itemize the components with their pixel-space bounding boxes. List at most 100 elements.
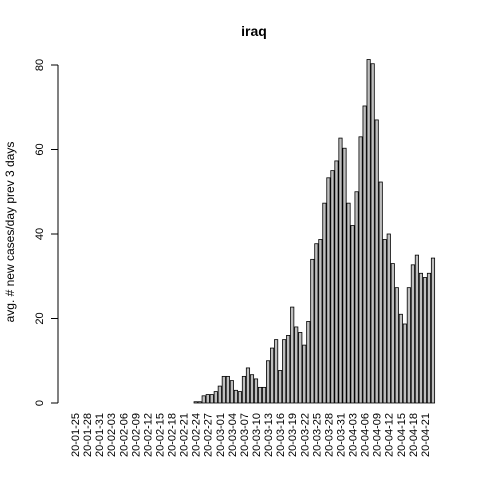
bar-20-03-14 [270,347,275,404]
x-tick-label: 20-02-24 [191,413,203,457]
bar-20-02-25 [197,401,202,404]
bar-20-04-16 [402,323,407,404]
x-tick-label: 20-01-25 [70,413,82,457]
bar-20-04-20 [418,272,423,404]
bar-20-04-23 [430,257,436,404]
x-tick-label: 20-03-10 [251,413,263,457]
y-tick-label: 0 [34,400,46,406]
bar-20-04-08 [370,63,375,404]
x-tick-label: 20-03-28 [323,413,335,457]
x-tick-label: 20-04-06 [360,413,372,457]
bar-20-03-15 [274,339,279,404]
y-tick-label: 20 [34,312,46,324]
bar-20-03-02 [221,375,226,404]
bar-20-04-12 [386,233,391,404]
bar-20-03-18 [286,334,291,404]
y-axis-label: avg. # new cases/day prev 3 days [3,142,17,323]
bar-20-03-20 [294,326,299,404]
x-tick-label: 20-04-12 [384,413,396,457]
bar-20-03-17 [282,339,287,404]
bar-20-04-01 [342,147,347,404]
bar-20-04-21 [422,277,427,404]
bar-20-03-06 [237,391,242,404]
bar-20-03-08 [245,367,251,404]
x-tick-label: 20-03-31 [335,413,347,457]
x-tick-label: 20-02-06 [118,413,130,457]
bar-20-04-10 [378,181,383,404]
bar-20-03-23 [306,321,311,404]
bar-20-03-13 [266,360,271,404]
bar-20-03-03 [225,375,230,404]
bar-20-02-27 [205,394,210,404]
x-tick-label: 20-03-19 [287,413,299,457]
x-tick-label: 20-04-03 [348,413,360,457]
x-tick-label: 20-02-12 [142,413,154,457]
bar-20-04-13 [390,263,395,404]
bar-20-04-06 [362,105,367,404]
x-tick-label: 20-04-18 [408,413,420,457]
x-tick-label: 20-04-15 [396,413,408,457]
bar-20-04-05 [358,136,363,404]
x-tick-label: 20-03-13 [263,413,275,457]
bar-20-03-04 [229,380,234,404]
bar-20-04-09 [374,119,379,404]
x-tick-label: 20-02-03 [106,413,118,457]
bar-20-04-19 [414,254,419,404]
x-tick-label: 20-03-22 [299,413,311,457]
x-tick-label: 20-04-21 [420,413,432,457]
bar-20-04-22 [426,272,432,404]
x-tick-label: 20-03-04 [227,413,239,457]
x-tick-label: 20-02-15 [154,413,166,457]
y-tick-label: 40 [34,228,46,240]
bar-20-04-02 [346,202,351,404]
y-axis: 0 20 40 60 80 [34,59,59,406]
x-tick-label: 20-03-07 [239,413,251,457]
bar-20-02-29 [213,391,218,404]
chart-title: iraq [241,23,267,39]
bar-20-03-25 [314,243,319,404]
x-tick-label: 20-03-16 [275,413,287,457]
x-tick-label: 20-02-21 [179,413,191,457]
bar-20-04-14 [394,287,399,404]
bar-20-03-10 [253,378,259,404]
bar-20-04-15 [398,313,403,404]
x-tick-label: 20-01-28 [82,413,94,457]
bar-20-03-30 [334,160,339,404]
bar-20-03-27 [322,202,327,404]
bar-20-02-28 [209,394,214,404]
x-tick-label: 20-02-27 [203,413,215,457]
x-tick-label: 20-03-01 [215,413,227,457]
bar-20-04-03 [350,225,355,404]
bar-20-03-29 [330,170,335,404]
y-tick-label: 80 [34,59,46,71]
bar-20-04-18 [410,264,415,404]
bars [193,59,436,404]
x-tick-label: 20-04-09 [372,413,384,457]
bar-20-03-19 [290,306,295,404]
bar-20-03-01 [217,385,222,404]
bar-20-03-09 [249,374,255,404]
bar-20-03-07 [241,375,247,404]
bar-20-02-26 [201,395,206,404]
bar-20-03-26 [318,239,323,404]
bar-20-04-07 [366,59,371,404]
bar-20-04-17 [406,287,411,404]
bar-20-04-11 [382,239,387,404]
x-axis: 20-01-25 20-01-28 20-01-31 20-02-03 20-02-06… [70,413,432,457]
x-tick-label: 20-02-18 [167,413,179,457]
bar-20-03-31 [338,137,343,404]
bar-20-03-21 [298,332,303,404]
y-tick-label: 60 [34,143,46,155]
bar-20-03-12 [262,386,267,404]
bar-20-03-24 [310,258,315,404]
bar-20-04-04 [354,191,359,404]
bar-20-03-05 [233,389,238,404]
x-tick-label: 20-03-25 [311,413,323,457]
bar-20-03-28 [326,177,331,404]
x-tick-label: 20-01-31 [94,413,106,457]
bar-20-03-22 [302,344,307,404]
bar-20-03-11 [257,386,263,404]
bar-20-02-24 [193,401,198,404]
bar-20-03-16 [278,370,283,404]
